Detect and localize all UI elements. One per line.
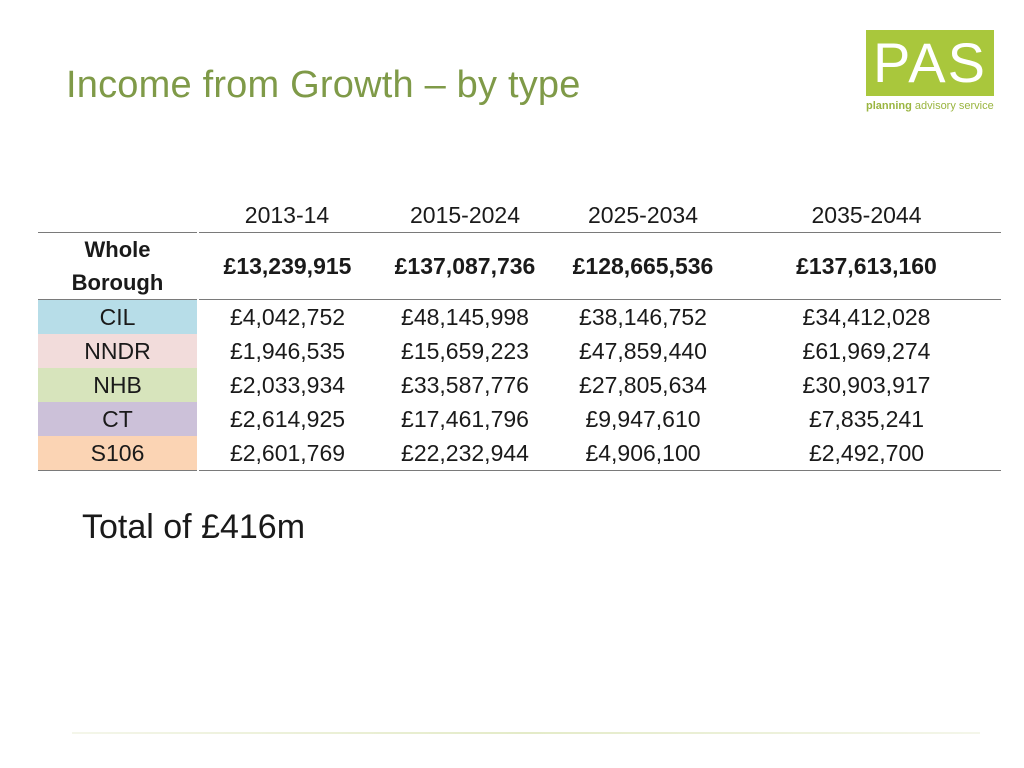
table-row: CT £2,614,925 £17,461,796 £9,947,610 £7,… xyxy=(38,402,1001,436)
row-label: CIL xyxy=(38,299,199,334)
logo-mark: PAS xyxy=(866,30,994,96)
row-value: £61,969,274 xyxy=(802,337,931,364)
footer-divider xyxy=(72,732,980,734)
row-value: £7,835,241 xyxy=(808,405,925,432)
row-value: £2,492,700 xyxy=(732,436,1001,471)
row-value: £30,903,917 xyxy=(802,371,931,398)
row-value: £9,947,610 xyxy=(585,405,701,432)
income-table: 2013-14 2015-2024 2025-2034 2035-2044 Wh… xyxy=(38,198,1001,471)
row-value: £4,042,752 xyxy=(229,303,346,330)
table-row: S106 £2,601,769 £22,232,944 £4,906,100 £… xyxy=(38,436,1001,471)
whole-borough-2035-2044: £137,613,160 xyxy=(732,232,1001,300)
logo-tagline: planning advisory service xyxy=(866,100,998,112)
whole-borough-2025-2034: £128,665,536 xyxy=(554,232,732,300)
row-value: £4,906,100 xyxy=(554,436,732,471)
whole-borough-2013-14: £13,239,915 xyxy=(198,232,376,300)
row-value: £2,033,934 xyxy=(229,371,346,398)
whole-borough-label-line1: Whole xyxy=(84,237,151,262)
header-2035-2044: 2035-2044 xyxy=(732,198,1001,233)
row-label: CT xyxy=(38,402,199,436)
pas-logo: PAS planning advisory service xyxy=(866,30,998,112)
row-value: £17,461,796 xyxy=(401,405,529,432)
header-row: 2013-14 2015-2024 2025-2034 2035-2044 xyxy=(38,198,1001,233)
row-label: S106 xyxy=(38,436,199,471)
row-label: NNDR xyxy=(38,334,199,368)
row-value: £2,601,769 xyxy=(198,436,376,471)
row-value: £2,614,925 xyxy=(229,405,346,432)
table-row: CIL £4,042,752 £48,145,998 £38,146,752 £… xyxy=(38,299,1001,334)
table-row: NHB £2,033,934 £33,587,776 £27,805,634 £… xyxy=(38,368,1001,402)
whole-borough-label: Whole Borough xyxy=(38,232,199,300)
logo-tag-rest: advisory service xyxy=(911,100,994,112)
row-value: £48,145,998 xyxy=(401,303,529,330)
row-value: £47,859,440 xyxy=(579,337,707,364)
row-label: NHB xyxy=(38,368,199,402)
row-value: £27,805,634 xyxy=(579,371,707,398)
row-value: £38,146,752 xyxy=(579,303,707,330)
header-blank xyxy=(38,198,198,233)
header-2015-2024: 2015-2024 xyxy=(376,198,554,233)
row-value: £34,412,028 xyxy=(802,303,931,330)
whole-borough-row: Whole Borough £13,239,915 £137,087,736 £… xyxy=(38,232,1001,300)
header-2025-2034: 2025-2034 xyxy=(554,198,732,233)
slide-title: Income from Growth – by type xyxy=(66,64,581,106)
total-note: Total of £416m xyxy=(82,508,306,546)
row-value: £15,659,223 xyxy=(401,337,529,364)
row-value: £1,946,535 xyxy=(229,337,346,364)
logo-tag-bold: planning xyxy=(866,100,912,112)
whole-borough-2015-2024: £137,087,736 xyxy=(376,232,554,300)
row-value: £33,587,776 xyxy=(401,371,529,398)
row-value: £22,232,944 xyxy=(376,436,554,471)
whole-borough-label-line2: Borough xyxy=(71,270,164,295)
header-2013-14: 2013-14 xyxy=(198,198,376,233)
table-row: NNDR £1,946,535 £15,659,223 £47,859,440 … xyxy=(38,334,1001,368)
